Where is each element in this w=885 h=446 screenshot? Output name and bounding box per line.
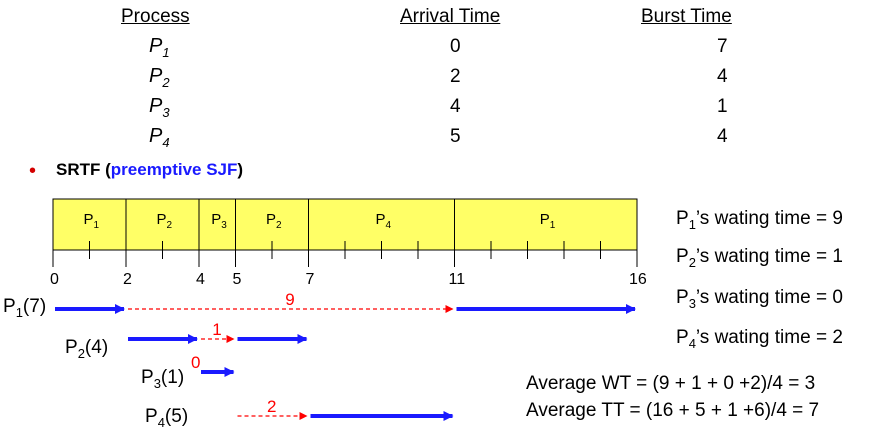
header-burst-time: Burst Time bbox=[641, 6, 732, 27]
waiting-time-p1: P1’s wating time = 9 bbox=[676, 208, 843, 232]
waiting-time-p4: P4’s wating time = 2 bbox=[676, 327, 843, 351]
average-waiting-time: Average WT = (9 + 1 + 0 +2)/4 = 3 bbox=[526, 373, 816, 394]
timeline-label-p4: P4(5) bbox=[145, 406, 189, 430]
process-name: P1 bbox=[149, 35, 170, 60]
burst-value: 4 bbox=[717, 66, 728, 87]
arrival-value: 4 bbox=[450, 96, 461, 117]
wait-label: 1 bbox=[212, 320, 221, 339]
srtf-heading: SRTF (preemptive SJF) bbox=[56, 160, 244, 179]
header-process: Process bbox=[121, 6, 190, 27]
process-name: P4 bbox=[149, 125, 170, 150]
burst-value: 7 bbox=[717, 36, 728, 57]
wait-label: 2 bbox=[267, 397, 276, 416]
burst-value: 4 bbox=[717, 126, 728, 147]
gantt-tick-label: 16 bbox=[629, 271, 647, 288]
bullet-icon: • bbox=[29, 160, 37, 182]
gantt-tick-label: 7 bbox=[306, 271, 315, 288]
gantt-segment bbox=[198, 198, 236, 251]
timeline-label-p1: P1(7) bbox=[3, 296, 47, 320]
process-name: P2 bbox=[149, 65, 170, 90]
gantt-tick-label: 5 bbox=[233, 271, 242, 288]
process-name: P3 bbox=[149, 95, 170, 120]
gantt-tick-label: 2 bbox=[123, 271, 132, 288]
gantt-tick-label: 11 bbox=[449, 271, 466, 288]
gantt-segment bbox=[454, 198, 638, 251]
wait-label: 0 bbox=[191, 353, 200, 372]
timeline-label-p2: P2(4) bbox=[65, 337, 109, 361]
waiting-time-p2: P2’s wating time = 1 bbox=[676, 246, 843, 270]
burst-value: 1 bbox=[717, 96, 728, 117]
timeline-label-p3: P3(1) bbox=[141, 367, 185, 391]
arrival-value: 2 bbox=[450, 66, 461, 87]
arrival-value: 5 bbox=[450, 126, 461, 147]
header-arrival-time: Arrival Time bbox=[400, 6, 501, 27]
gantt-tick-label: 0 bbox=[50, 271, 59, 288]
wait-label: 9 bbox=[285, 290, 294, 309]
gantt-tick-label: 4 bbox=[196, 271, 205, 288]
waiting-time-p3: P3’s wating time = 0 bbox=[676, 287, 843, 311]
arrival-value: 0 bbox=[450, 36, 461, 57]
average-turnaround-time: Average TT = (16 + 5 + 1 +6)/4 = 7 bbox=[526, 400, 820, 421]
